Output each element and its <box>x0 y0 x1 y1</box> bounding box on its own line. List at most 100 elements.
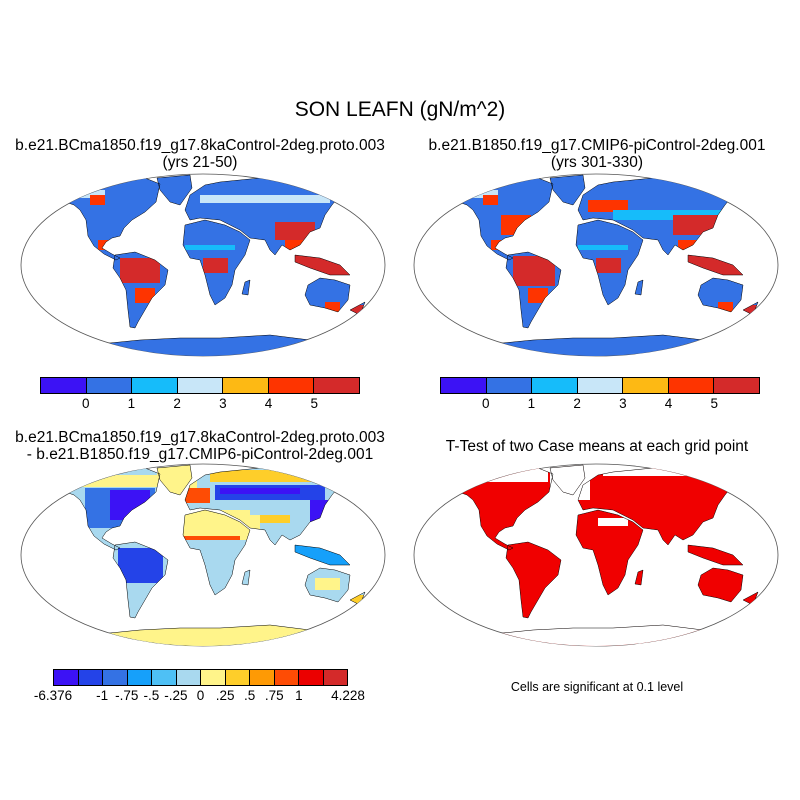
data-cell-region <box>75 190 105 198</box>
colorbar-box <box>54 670 79 685</box>
coastline <box>452 467 554 551</box>
colorbar-label: 0 <box>81 396 90 411</box>
colorbar-label: 5 <box>310 396 319 411</box>
landmass-africa <box>576 510 643 595</box>
colorbar-box <box>623 378 669 393</box>
colorbar-label: 2 <box>173 396 181 411</box>
coastline <box>241 569 251 586</box>
colorbar-box <box>486 378 533 393</box>
data-cell-region <box>185 488 210 503</box>
panel-3-title: b.e21.BCma1850.f19_g17.8kaControl-2deg.p… <box>15 429 385 463</box>
data-cell-region <box>180 536 240 540</box>
landmass-north-america <box>60 178 160 260</box>
data-cell-region <box>315 578 340 590</box>
panel-2-case-name: b.e21.B1850.f19_g17.CMIP6-piControl-2deg… <box>428 137 766 154</box>
colorbar-box <box>201 670 226 685</box>
data-cell-region <box>528 288 548 303</box>
colorbar-label: 5 <box>710 396 719 411</box>
coastline <box>349 591 366 606</box>
significance-note: Cells are significant at 0.1 level <box>510 680 684 694</box>
coastline <box>549 174 586 206</box>
coastline <box>505 541 562 619</box>
landmass-south-america <box>506 542 561 618</box>
coastline <box>59 177 161 261</box>
colorbar-box <box>127 670 152 685</box>
data-cell-region <box>718 302 733 312</box>
landmass-australia <box>698 568 743 602</box>
colorbar-box <box>132 378 178 393</box>
colorbar-box <box>78 670 103 685</box>
data-cell-region <box>588 200 628 212</box>
colorbar-difference <box>53 669 348 686</box>
coastline <box>182 509 251 596</box>
colorbar-label: -1 <box>96 688 109 703</box>
panel-1-title: b.e21.BCma1850.f19_g17.8kaControl-2deg.p… <box>15 137 385 171</box>
coastline <box>687 544 744 566</box>
colorbar-label: 3 <box>219 396 227 411</box>
data-cell-region <box>90 195 105 205</box>
colorbar-label: .25 <box>215 688 235 703</box>
landmass-madagascar <box>635 280 643 295</box>
coastline <box>112 541 169 619</box>
colorbar-box <box>714 378 760 393</box>
landmass-eurasia <box>578 468 733 545</box>
figure-title: SON LEAFN (gN/m^2) <box>294 98 506 121</box>
colorbar-box <box>314 378 360 393</box>
coastline <box>575 219 644 306</box>
colorbar-box <box>274 670 299 685</box>
colorbar-label: -.25 <box>164 688 188 703</box>
data-cell-region <box>458 468 548 482</box>
coastline <box>697 567 744 603</box>
colorbar-label: -6.376 <box>33 688 73 703</box>
coastline <box>742 591 759 606</box>
coastline <box>505 251 562 329</box>
colorbar-box <box>532 378 578 393</box>
coastline <box>112 251 169 329</box>
coastline <box>59 467 161 551</box>
colorbar-box <box>441 378 487 393</box>
colorbar-label: 4.228 <box>331 688 365 703</box>
colorbar-label: .75 <box>264 688 284 703</box>
landmass-maritime-continent <box>688 545 743 565</box>
colorbar-box <box>152 670 177 685</box>
colorbar-label: 3 <box>619 396 627 411</box>
data-cell-region <box>135 288 155 303</box>
coastline <box>687 254 744 276</box>
colorbar-box <box>225 670 250 685</box>
colorbar-box <box>668 378 715 393</box>
panel-2-years: (yrs 301-330) <box>550 154 644 171</box>
panel-2-title: b.e21.B1850.f19_g17.CMIP6-piControl-2deg… <box>429 137 766 171</box>
coastline <box>742 301 759 316</box>
colorbar-label: 4 <box>264 396 273 411</box>
colorbar-label: -.75 <box>115 688 139 703</box>
data-cell-region <box>260 515 290 523</box>
colorbar-label: 4 <box>664 396 673 411</box>
colorbar-label: 1 <box>295 688 303 703</box>
colorbar-box <box>176 670 201 685</box>
data-cell-region <box>598 518 628 526</box>
landmass-greenland <box>157 175 192 205</box>
coastline <box>575 509 644 596</box>
data-cell-region <box>325 302 340 312</box>
data-cell-region <box>203 258 228 273</box>
colorbar-label: -.5 <box>143 688 160 703</box>
colorbar-box <box>103 670 128 685</box>
coastline <box>156 174 193 206</box>
colorbar-box <box>323 670 347 685</box>
landmass-madagascar <box>635 570 643 585</box>
panel-4-title: T-Test of two Case means at each grid po… <box>445 438 749 455</box>
coastline <box>349 301 366 316</box>
coastline <box>304 567 351 603</box>
data-cell-region <box>210 470 340 482</box>
colorbar-box <box>223 378 269 393</box>
data-cell-region <box>200 195 330 203</box>
data-cell-region <box>220 488 300 494</box>
map-case-1 <box>20 173 386 357</box>
coastline <box>304 277 351 313</box>
data-cell-region <box>603 468 733 476</box>
coastline <box>294 544 351 566</box>
colorbar-box <box>86 378 133 393</box>
coastline <box>182 219 251 306</box>
panel-3-case-b: - b.e21.B1850.f19_g17.CMIP6-piControl-2d… <box>26 446 374 463</box>
data-cell-region <box>120 258 160 283</box>
